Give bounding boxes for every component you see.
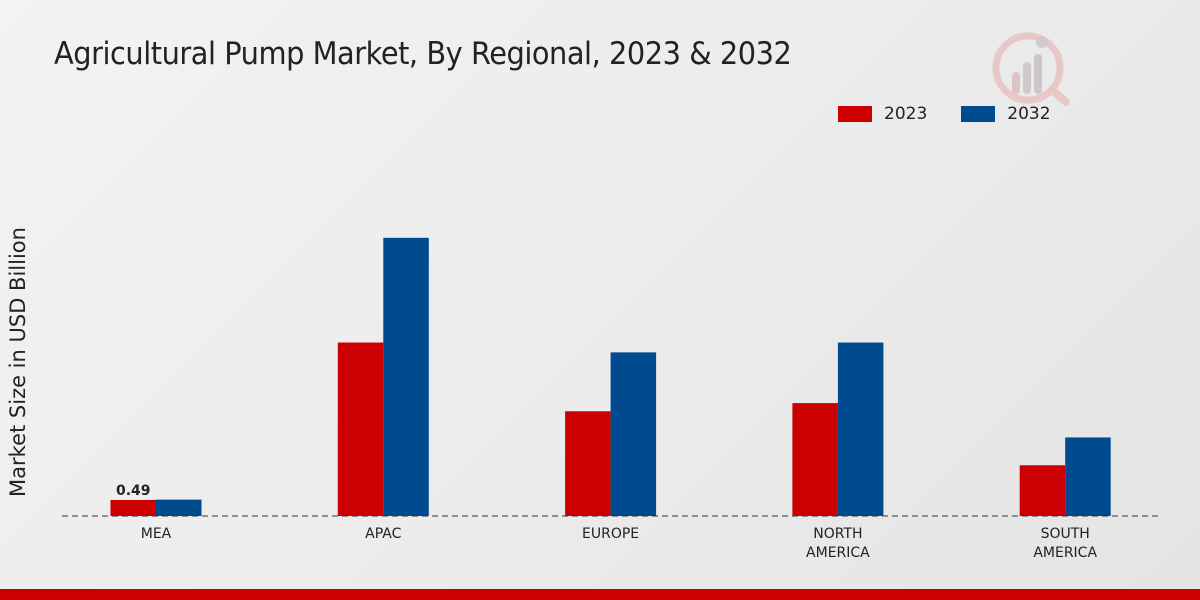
legend-swatch-2032 xyxy=(961,106,996,122)
footer-accent-bar xyxy=(0,589,1200,600)
bar-2032-europe xyxy=(610,352,657,516)
x-tick-apac: APAC xyxy=(365,526,401,542)
data-labels: 0.49 xyxy=(116,483,151,499)
legend-swatch-2023 xyxy=(838,106,872,122)
bar-2032-mea xyxy=(156,499,202,516)
legend-item-2032: 2032 xyxy=(961,104,1051,124)
legend-item-2023: 2023 xyxy=(838,104,927,124)
chart-title: Agricultural Pump Market, By Regional, 2… xyxy=(54,36,792,72)
bar-2023-north-america xyxy=(792,403,838,516)
bars-group xyxy=(110,237,1111,516)
bar-2032-apac xyxy=(383,237,429,516)
x-tick-south-america: SOUTH AMERICA xyxy=(1033,526,1097,561)
bar-2023-europe xyxy=(565,411,611,516)
bar-2032-south-america xyxy=(1065,437,1111,516)
legend-label-2032: 2032 xyxy=(1007,104,1051,124)
x-tick-mea: MEA xyxy=(141,526,172,542)
legend-label-2023: 2023 xyxy=(884,104,928,124)
x-tick-europe: EUROPE xyxy=(582,526,639,542)
data-label-2023-mea: 0.49 xyxy=(116,483,151,499)
chart-legend: 2023 2032 xyxy=(838,104,1051,124)
x-tick-north-america: NORTH AMERICA xyxy=(806,526,870,561)
brand-logo-icon xyxy=(992,32,1070,106)
bar-2023-apac xyxy=(337,342,384,516)
bar-2032-north-america xyxy=(837,342,884,516)
bar-2023-south-america xyxy=(1019,465,1066,516)
x-tick-labels: MEA APAC EUROPE NORTH AMERICA SOUTH AMERICA xyxy=(141,526,1098,561)
bar-2023-mea xyxy=(110,499,156,516)
